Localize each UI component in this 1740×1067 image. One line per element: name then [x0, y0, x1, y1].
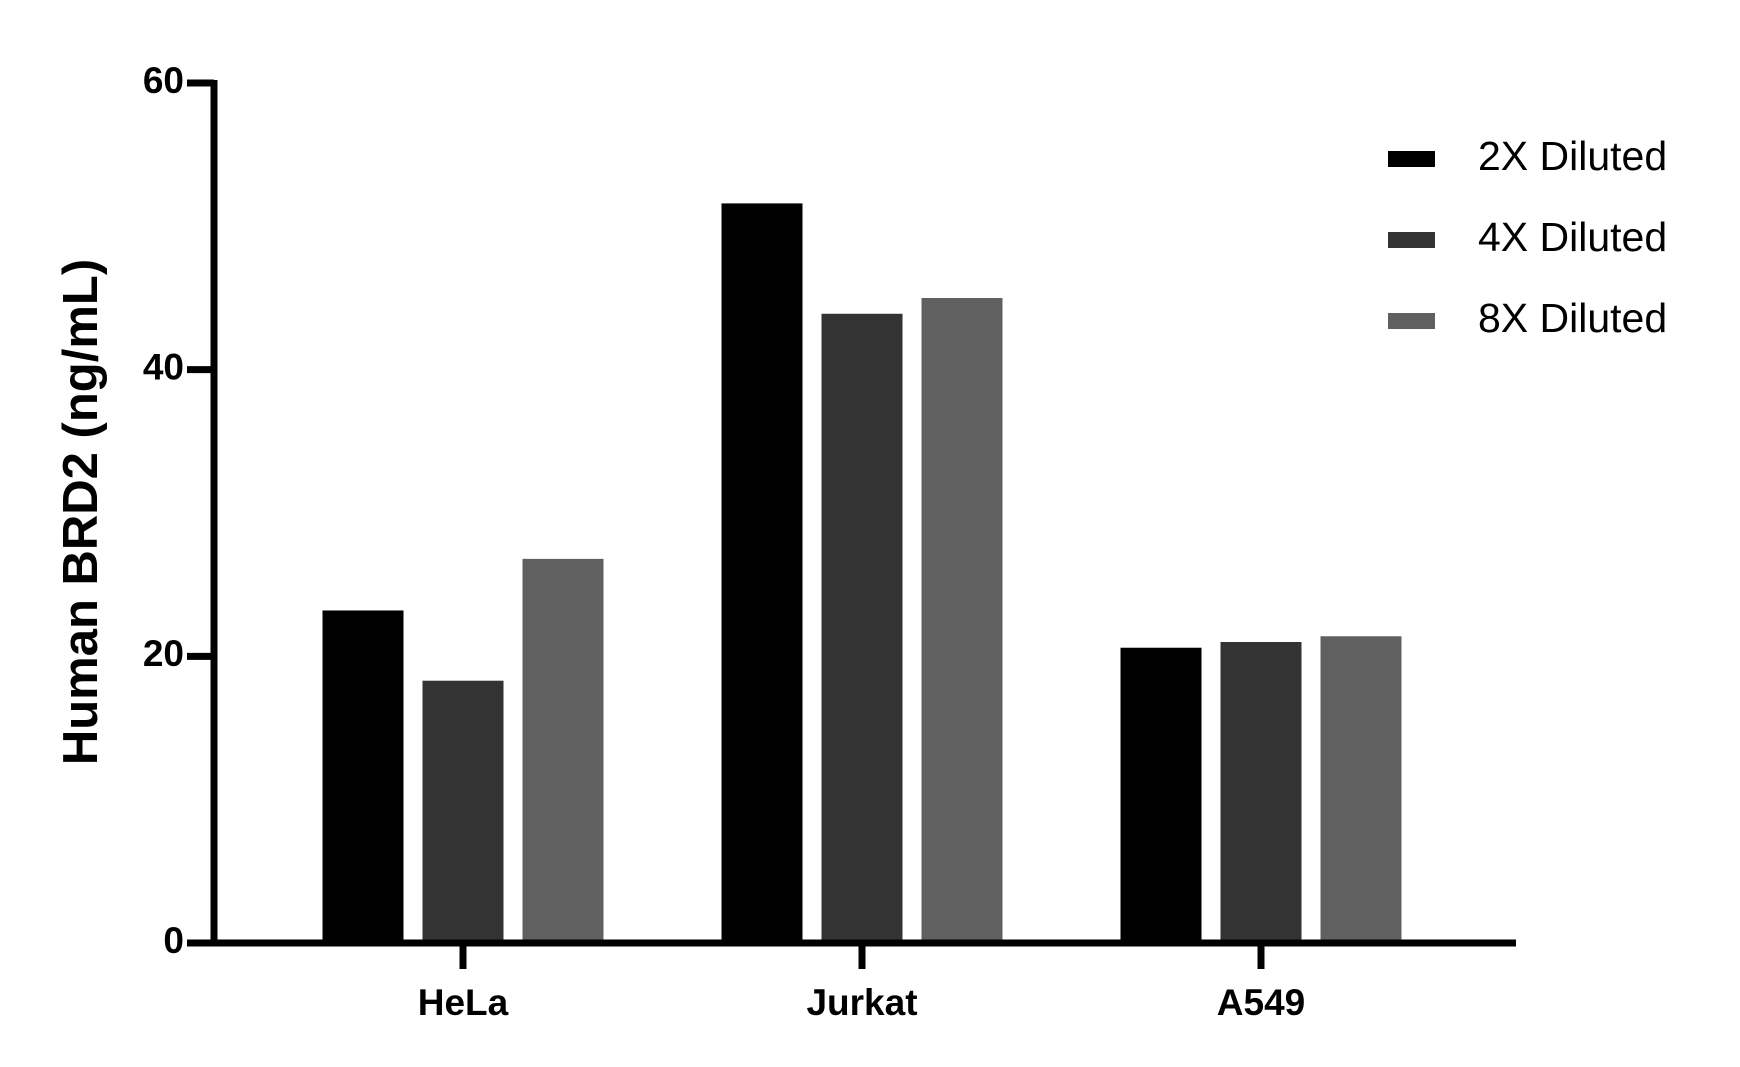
y-tick-label: 60 — [143, 60, 184, 101]
y-tick-label: 20 — [143, 633, 184, 674]
legend-swatch — [1388, 232, 1435, 248]
bar — [1120, 647, 1202, 943]
legend-label: 8X Diluted — [1478, 295, 1667, 341]
legend-label: 2X Diluted — [1478, 133, 1667, 179]
bar — [1220, 642, 1302, 943]
bar — [522, 558, 604, 943]
bar — [1320, 636, 1402, 943]
legend-swatch — [1388, 151, 1435, 167]
bar — [721, 203, 803, 943]
bar — [921, 298, 1003, 943]
x-tick-label: HeLa — [418, 982, 509, 1023]
bar — [821, 313, 903, 943]
y-tick-label: 0 — [163, 920, 184, 961]
bar — [422, 680, 504, 943]
y-tick-label: 40 — [143, 346, 184, 387]
legend-label: 4X Diluted — [1478, 214, 1667, 260]
bar — [322, 610, 404, 943]
x-tick-label: Jurkat — [806, 982, 917, 1023]
y-axis-label: Human BRD2 (ng/mL) — [54, 259, 108, 765]
legend-swatch — [1388, 313, 1435, 329]
x-tick-label: A549 — [1217, 982, 1305, 1023]
